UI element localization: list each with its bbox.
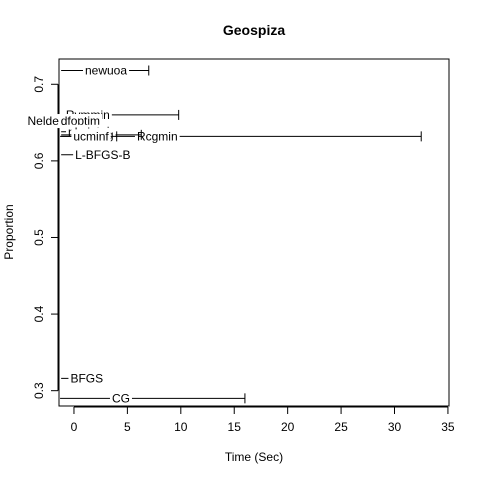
point-label: CG	[112, 391, 130, 405]
data-marks: newuoaRvmminNelder-MeaddfoptimnlminbRcgm…	[25, 63, 422, 406]
x-tick-label: 35	[441, 420, 455, 434]
point-label: ucminf	[73, 129, 109, 143]
data-point-newuoa: newuoa	[61, 63, 150, 78]
point-label: Rcgmin	[137, 129, 178, 143]
plot-frame	[58, 58, 450, 407]
data-point-l-bfgs-b: L-BFGS-B	[61, 147, 133, 162]
label-background	[71, 129, 111, 144]
x-axis-title: Time (Sec)	[225, 450, 283, 464]
label-background	[73, 147, 133, 162]
label-background	[68, 371, 106, 386]
point-label: L-BFGS-B	[75, 148, 130, 162]
x-axis: 0 5 10 15 20 25 30 35	[71, 406, 455, 434]
label-background	[58, 114, 103, 129]
x-tick-label: 25	[334, 420, 348, 434]
x-tick-label: 20	[281, 420, 295, 434]
y-tick-label: 0.7	[32, 76, 46, 93]
label-background	[82, 63, 130, 78]
x-tick-label: 0	[71, 420, 78, 434]
data-point-ucminf: ucminf	[61, 129, 118, 144]
point-label: dfoptim	[61, 114, 100, 128]
point-label: newuoa	[85, 63, 127, 77]
label-background	[109, 391, 132, 406]
y-axis-title: Proportion	[2, 204, 16, 259]
y-tick-label: 0.4	[32, 305, 46, 322]
data-point-dfoptim: dfoptim	[58, 114, 103, 129]
x-tick-label: 15	[228, 420, 242, 434]
x-tick-label: 5	[124, 420, 131, 434]
x-tick-label: 30	[388, 420, 402, 434]
data-point-cg: CG	[60, 391, 246, 406]
x-tick-label: 10	[174, 420, 188, 434]
y-tick-label: 0.3	[32, 382, 46, 399]
y-axis: 0.3 0.4 0.5 0.6 0.7	[32, 76, 59, 399]
data-point-rcgmin: Rcgmin	[60, 129, 422, 144]
y-tick-label: 0.6	[32, 152, 46, 169]
label-background	[134, 129, 180, 144]
data-point-bfgs: BFGS	[61, 371, 106, 386]
point-label: BFGS	[70, 371, 103, 385]
y-tick-label: 0.5	[32, 229, 46, 246]
chart-title: Geospiza	[223, 22, 285, 38]
